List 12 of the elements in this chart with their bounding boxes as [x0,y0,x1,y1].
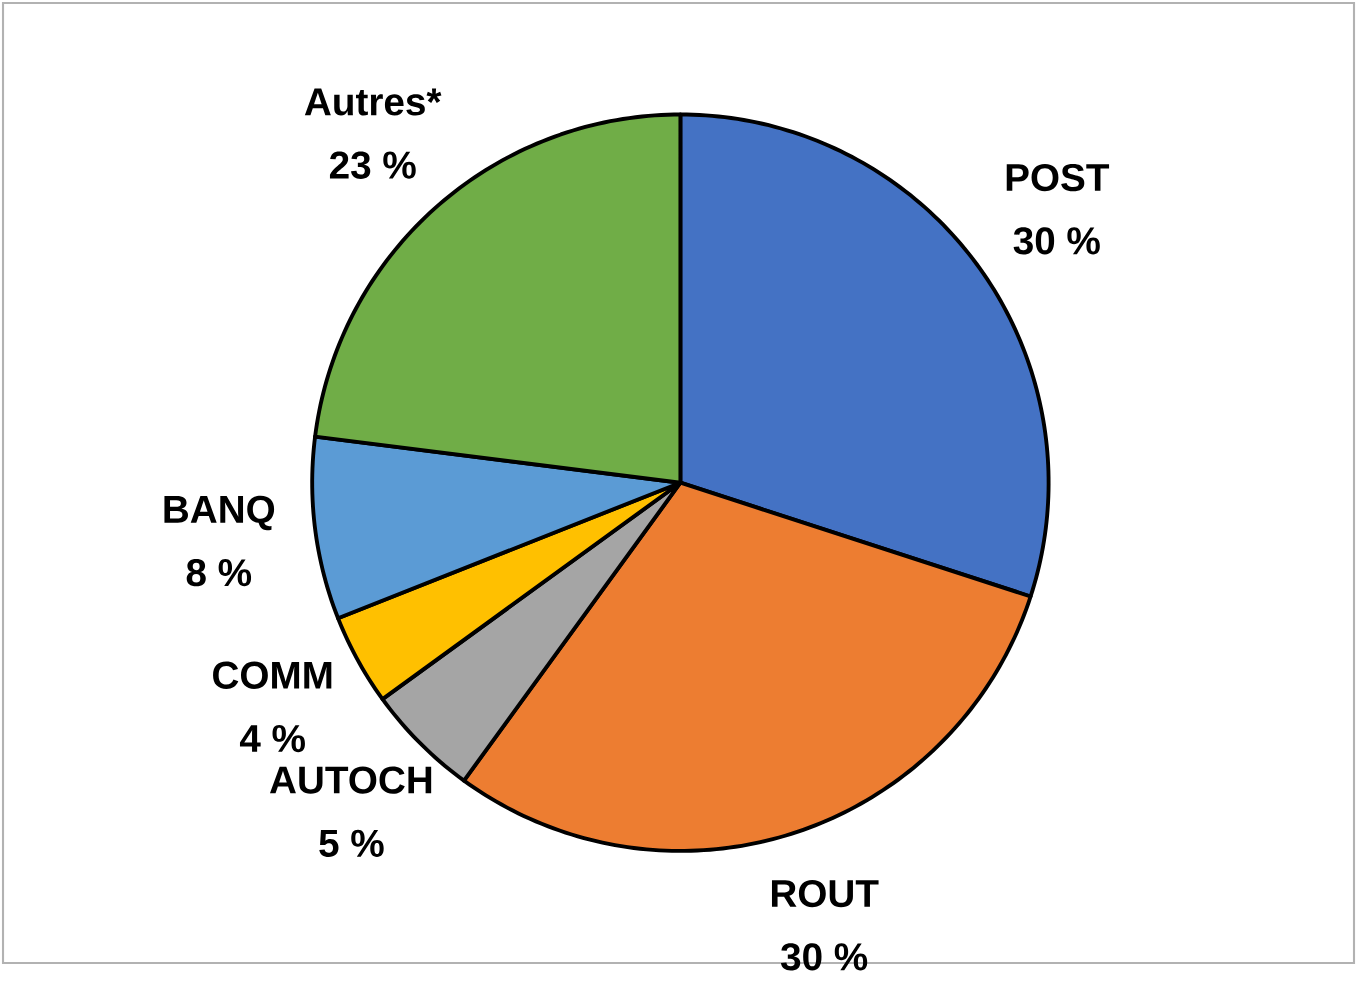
data-label: 30 % [780,943,868,971]
data-label: 5 % [319,829,384,857]
slice-label: COMM [213,661,332,689]
data-label: 4 % [239,724,305,752]
slice-label: POST [1006,163,1110,192]
data-label: 23 % [329,151,416,179]
slice-label: AUTOCH [269,766,432,794]
slice-label: Autres* [304,88,442,116]
data-label: 8 % [186,558,252,587]
data-label: 30 % [1013,227,1100,255]
slice-label: ROUT [771,879,879,908]
slice-label: BANQ [164,495,275,531]
